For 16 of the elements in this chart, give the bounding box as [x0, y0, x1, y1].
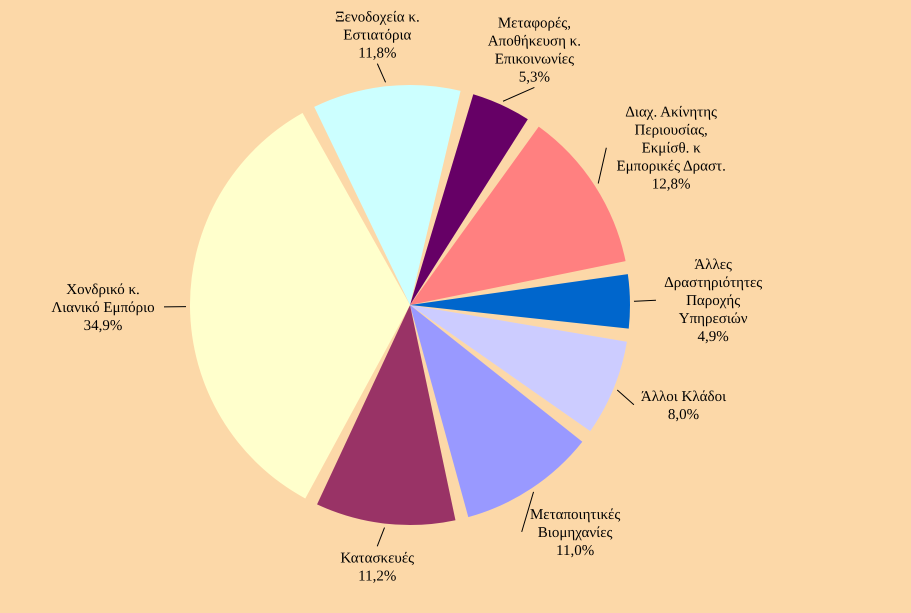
data-label: 5,3% — [518, 69, 550, 86]
slice-label: Διαχ. Ακίνητης Περιουσίας, Εκμίσθ. κ Εμπορικές Δραστ. — [616, 104, 726, 175]
slice-label: Κατασκευές — [340, 550, 414, 566]
slice-label: Ξενοδοχεία κ. Εστιατόρια — [334, 10, 420, 44]
data-label: 34,9% — [84, 318, 122, 334]
slice-label: Μεταφορές, Αποθήκευση κ. Επικοινωνίες — [488, 15, 582, 68]
slice-label: Χονδρικό κ. Λιανικό Εμπόριο — [51, 282, 155, 316]
slice-label: Μεταποιητικές Βιομηχανίες — [530, 506, 620, 541]
data-label: 11,8% — [358, 46, 396, 62]
slice-label: Άλλες Δραστηριότητες Παροχής Υπηρεσιών — [664, 257, 762, 328]
slice-label: Άλλοι Κλάδοι — [640, 388, 726, 405]
data-label: 12,8% — [652, 176, 691, 193]
data-label: 8,0% — [668, 406, 700, 423]
data-label: 11,0% — [556, 542, 594, 559]
data-label: 11,2% — [358, 568, 396, 584]
data-label: 4,9% — [698, 329, 729, 346]
